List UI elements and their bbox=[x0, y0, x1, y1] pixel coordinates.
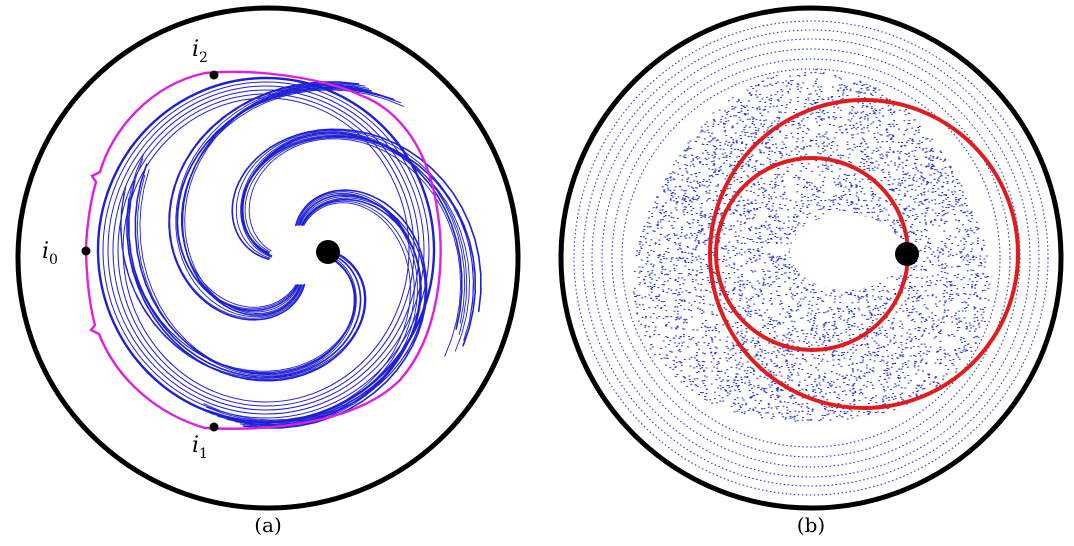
spiral-streamline bbox=[242, 189, 428, 429]
panel-b-center-dot bbox=[895, 242, 919, 266]
spiral-streamline bbox=[241, 135, 477, 347]
panel-a-center-dot bbox=[316, 240, 340, 264]
panel-b-dotted-rings bbox=[573, 20, 1049, 496]
point-i2-label: i2 bbox=[192, 37, 208, 66]
point-i2-marker bbox=[209, 70, 219, 80]
outer-streamline bbox=[112, 89, 420, 411]
spiral-streamline bbox=[180, 89, 404, 308]
spiral-streamline bbox=[128, 158, 357, 373]
spiral-streamline bbox=[136, 174, 357, 377]
spiral-streamline bbox=[175, 83, 370, 318]
spiral-streamline bbox=[169, 82, 366, 319]
spiral-streamline bbox=[206, 198, 422, 423]
panel-a-magenta-loop bbox=[84, 70, 442, 430]
point-i0-label: i0 bbox=[42, 239, 58, 268]
spiral-streamline bbox=[210, 197, 427, 424]
panel-a-curve-bundle bbox=[96, 76, 482, 429]
panel-b-empty-core bbox=[790, 214, 902, 290]
spiral-streamline bbox=[241, 131, 463, 330]
outer-streamline bbox=[102, 81, 430, 419]
spiral-streamline bbox=[126, 153, 356, 372]
dotted-invariant-ring bbox=[582, 29, 1040, 487]
spiral-streamline bbox=[235, 129, 474, 318]
dotted-invariant-ring bbox=[611, 58, 1011, 458]
spiral-streamline bbox=[120, 192, 367, 381]
spiral-streamline bbox=[128, 180, 362, 379]
spiral-streamline bbox=[240, 131, 466, 324]
panel-a-caption: (a) bbox=[254, 513, 282, 537]
spiral-streamline bbox=[168, 81, 360, 321]
panel-b-boundary-circle bbox=[558, 5, 1064, 511]
spiral-streamline bbox=[231, 128, 482, 313]
outer-streamline bbox=[117, 93, 415, 407]
dotted-invariant-ring bbox=[573, 20, 1049, 496]
spiral-streamline bbox=[244, 137, 470, 352]
outer-streamline bbox=[107, 85, 425, 415]
point-i1-marker bbox=[209, 422, 219, 432]
panel-a: i2 i0 i1 (a) bbox=[15, 5, 521, 537]
point-i1-label: i1 bbox=[192, 433, 208, 462]
spiral-streamline bbox=[120, 186, 365, 379]
spiral-streamline bbox=[176, 88, 402, 310]
spiral-streamline bbox=[126, 197, 366, 382]
outer-streamline bbox=[122, 97, 410, 403]
point-i0-marker bbox=[81, 246, 91, 256]
dotted-invariant-ring bbox=[591, 38, 1031, 478]
dotted-invariant-ring bbox=[621, 68, 1001, 448]
outer-streamline bbox=[96, 76, 436, 424]
panel-a-boundary-circle bbox=[15, 5, 521, 511]
panel-b-caption: (b) bbox=[797, 513, 825, 537]
panel-b: (b) bbox=[558, 5, 1064, 537]
dotted-invariant-ring bbox=[601, 48, 1021, 468]
panel-b-large-red-orbit bbox=[708, 98, 1020, 410]
spiral-streamline bbox=[248, 138, 462, 357]
